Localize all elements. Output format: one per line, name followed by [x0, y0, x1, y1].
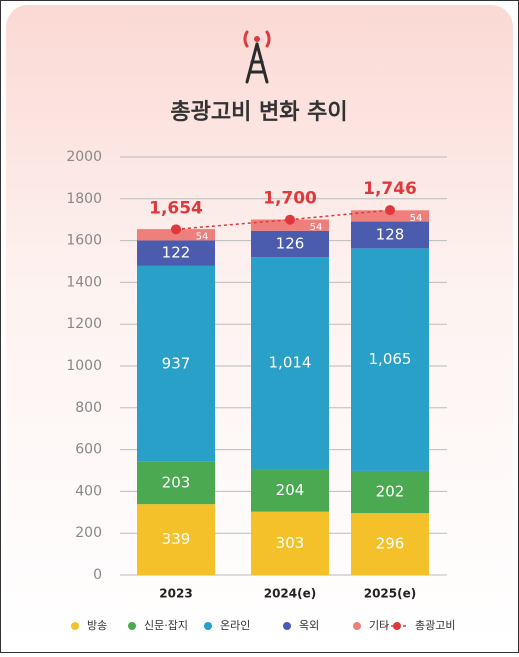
legend-label: 신문·잡지: [144, 619, 188, 632]
legend-label: 옥외: [299, 619, 319, 632]
bar-value-label: 203: [162, 473, 191, 491]
bar-segment: [251, 230, 329, 258]
bar-segment: [251, 511, 329, 575]
legend-label: 기타: [369, 619, 389, 632]
bar-value-label: 128: [376, 225, 405, 243]
bar-value-label: 54: [196, 232, 209, 243]
total-point: [285, 214, 295, 225]
bar-value-label: 204: [276, 481, 305, 499]
bar-segment: [251, 257, 329, 470]
y-tick-label: 0: [93, 567, 102, 583]
y-tick-label: 1600: [66, 233, 102, 249]
bar-segment: [351, 248, 429, 471]
y-tick-label: 1800: [66, 191, 102, 207]
legend-label: 방송: [87, 619, 107, 632]
total-label: 1,654: [149, 198, 203, 218]
y-tick-label: 200: [75, 525, 102, 541]
bar-segment: [351, 470, 429, 514]
legend-label: 총광고비: [415, 619, 455, 632]
y-tick-label: 1200: [66, 316, 102, 332]
y-tick-label: 400: [75, 483, 102, 499]
bar-value-label: 126: [276, 234, 305, 252]
bar-segment: [351, 513, 429, 575]
total-label: 1,700: [263, 189, 317, 209]
legend-label: 온라인: [220, 619, 250, 632]
antenna-icon: [243, 30, 271, 84]
y-tick-label: 1000: [66, 358, 102, 374]
bar-value-label: 1,014: [269, 354, 312, 372]
legend-marker: [393, 622, 401, 630]
chart-title: 총광고비 변화 추이: [170, 100, 347, 125]
x-tick-label: 2024(e): [264, 587, 317, 601]
bar-segment: [137, 461, 215, 505]
bar-segment: [251, 469, 329, 512]
bar-value-label: 296: [376, 535, 405, 553]
bar-value-label: 122: [162, 244, 191, 262]
legend-marker: [283, 622, 291, 630]
bar-value-label: 1,065: [369, 350, 412, 368]
bar-value-label: 937: [162, 354, 191, 372]
legend-marker: [204, 622, 212, 630]
total-label: 1,746: [363, 179, 417, 199]
y-tick-label: 800: [75, 400, 102, 416]
bar-segment: [137, 265, 215, 462]
bar-segment: [251, 219, 329, 231]
bar-segment: [137, 240, 215, 266]
y-tick-label: 600: [75, 442, 102, 458]
x-tick-label: 2025(e): [364, 587, 417, 601]
y-tick-label: 2000: [66, 149, 102, 165]
total-point: [171, 224, 181, 235]
legend-marker: [128, 622, 136, 630]
bar-segment: [137, 504, 215, 575]
legend-marker: [71, 622, 79, 630]
bar-value-label: 54: [410, 213, 423, 224]
bar-value-label: 339: [162, 530, 191, 548]
bar-segment: [137, 229, 215, 241]
bar-value-label: 303: [276, 534, 305, 552]
bar-segment: [351, 221, 429, 249]
x-tick-label: 2023: [159, 587, 192, 601]
legend-marker: [353, 622, 361, 630]
y-tick-label: 1400: [66, 274, 102, 290]
bar-value-label: 54: [310, 222, 323, 233]
bar-value-label: 202: [376, 483, 405, 501]
bar-segment: [351, 210, 429, 222]
total-point: [385, 205, 395, 216]
